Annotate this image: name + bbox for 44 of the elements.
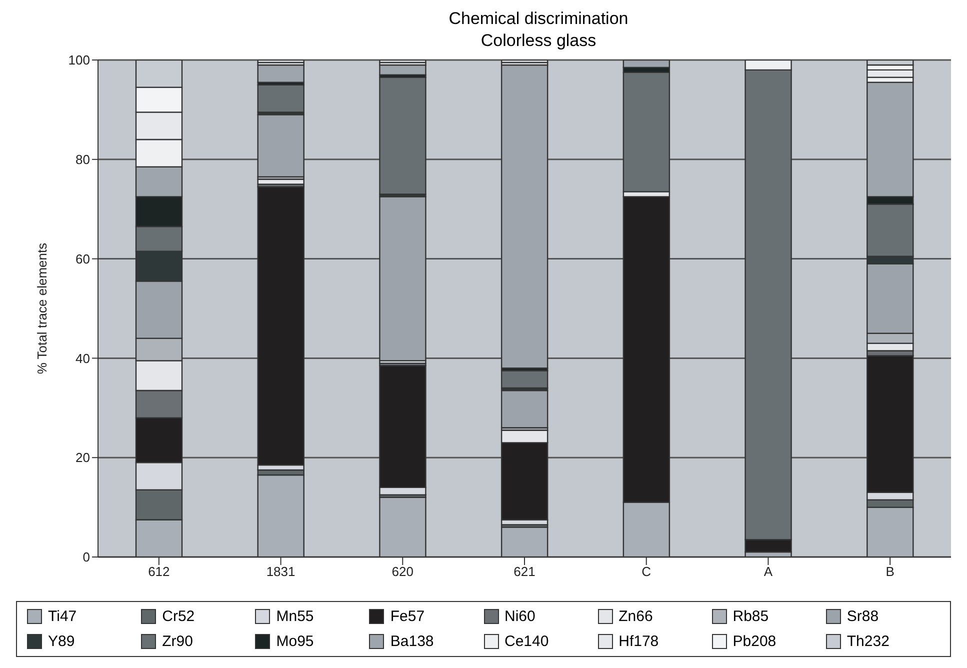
legend-label: Y89 [48, 633, 75, 650]
bar [500, 370, 548, 389]
bar [500, 64, 548, 369]
legend-label: Sr88 [846, 608, 879, 625]
legend-label: Ce140 [504, 633, 549, 650]
legend-label: Pb208 [732, 633, 776, 650]
x-tick-label: 621 [514, 564, 536, 580]
bar [257, 114, 304, 178]
legend-label: Mn55 [276, 608, 314, 625]
bar [379, 76, 426, 195]
bar [257, 60, 304, 64]
x-tick-label: 612 [148, 564, 170, 580]
x-tick-label: A [764, 564, 773, 580]
bar [379, 196, 426, 362]
y-tick-label: 60 [76, 251, 90, 266]
bar [500, 390, 548, 428]
bar [379, 64, 426, 76]
legend-label: Ti47 [48, 608, 77, 625]
bar [257, 84, 304, 113]
legend-label: Zn66 [618, 608, 653, 625]
legend-label: Ni60 [504, 608, 536, 625]
y-tick-label: 0 [82, 550, 90, 565]
y-tick-label: 80 [76, 152, 90, 168]
x-tick-label: C [642, 564, 652, 580]
legend-label: Hf178 [618, 633, 659, 650]
legend-label: Rb85 [732, 608, 769, 625]
legend-label: Th232 [846, 633, 890, 650]
chart-subtitle: Colorless glass [480, 30, 598, 52]
y-tick-label: 100 [68, 52, 90, 68]
legend-label: Zr90 [162, 633, 193, 650]
legend-label: Ba138 [390, 633, 434, 650]
y-tick-label: 20 [76, 450, 90, 466]
x-tick-label: 1831 [266, 564, 296, 580]
x-tick-label: 620 [392, 564, 414, 580]
bar [500, 60, 548, 64]
bar [257, 64, 304, 83]
legend-label: Cr52 [162, 608, 195, 625]
y-axis-title: % Total trace elements [34, 242, 50, 374]
y-tick-label: 40 [76, 350, 90, 366]
x-tick-label: B [886, 564, 894, 580]
bar [379, 60, 426, 64]
legend-label: Fe57 [390, 608, 425, 625]
legend-label: Mo95 [276, 633, 314, 650]
chart-title: Chemical discrimination [448, 8, 630, 30]
